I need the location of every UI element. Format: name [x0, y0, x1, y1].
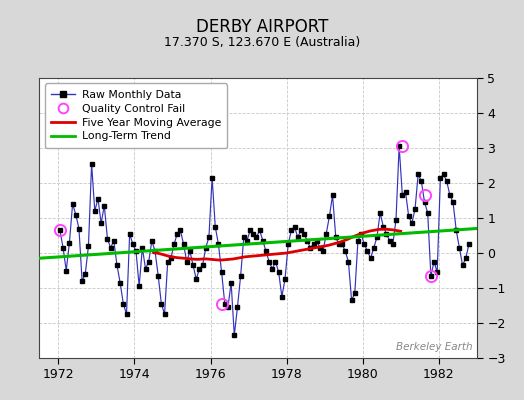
Text: DERBY AIRPORT: DERBY AIRPORT: [196, 18, 328, 36]
Text: Berkeley Earth: Berkeley Earth: [396, 342, 473, 352]
Legend: Raw Monthly Data, Quality Control Fail, Five Year Moving Average, Long-Term Tren: Raw Monthly Data, Quality Control Fail, …: [45, 84, 227, 148]
Text: 17.370 S, 123.670 E (Australia): 17.370 S, 123.670 E (Australia): [164, 36, 360, 49]
